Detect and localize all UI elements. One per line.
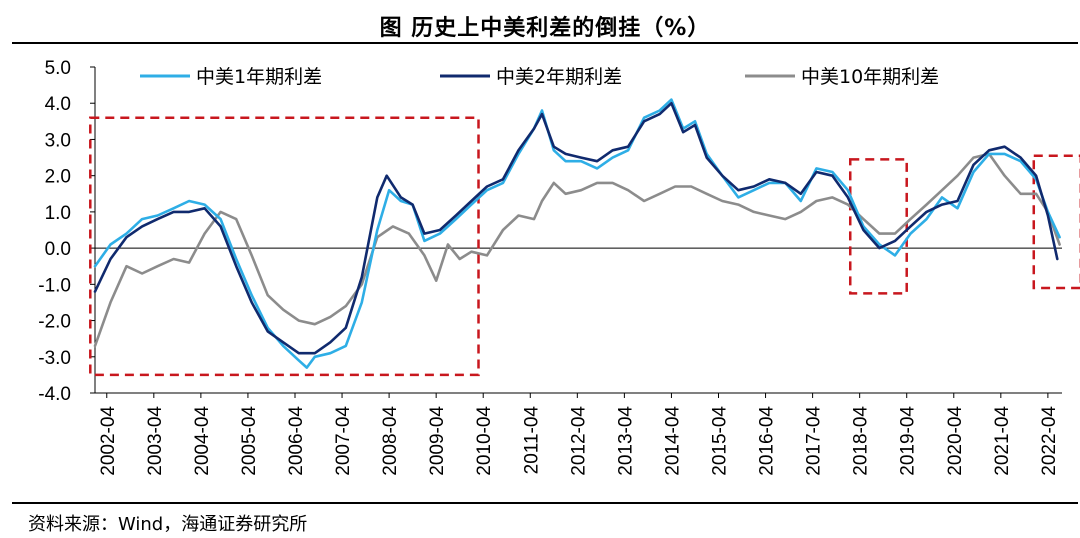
y-tick-label: 0.0 [45, 239, 71, 260]
x-tick-label: 2020-04 [945, 406, 966, 476]
x-tick-label: 2017-04 [804, 406, 825, 476]
legend-label: 中美10年期利差 [801, 66, 939, 88]
x-tick-label: 2010-04 [474, 406, 495, 476]
highlight-boxes [89, 116, 1080, 377]
chart-title-bar: 图 历史上中美利差的倒挂（%） [12, 0, 1078, 44]
x-tick-label: 2008-04 [380, 406, 401, 476]
x-tick-label: 2009-04 [427, 406, 448, 476]
x-tick-label: 2004-04 [192, 406, 213, 476]
x-tick-label: 2003-04 [145, 406, 166, 476]
chart-title: 图 历史上中美利差的倒挂（%） [379, 16, 711, 41]
x-tick-label: 2011-04 [521, 406, 542, 475]
x-tick-label: 2022-04 [1039, 406, 1060, 476]
y-tick-label: -3.0 [38, 348, 71, 369]
y-tick-label: 5.0 [45, 58, 71, 79]
legend-label: 中美1年期利差 [196, 66, 322, 88]
series-line-2 [93, 101, 1059, 355]
x-tick-label: 2016-04 [757, 406, 778, 476]
highlight-dashed-box [1032, 154, 1080, 290]
x-tick-label: 2005-04 [239, 406, 260, 476]
x-tick-label: 2014-04 [662, 406, 683, 476]
y-tick-label: 1.0 [45, 203, 71, 224]
x-tick-label: 2019-04 [898, 406, 919, 476]
y-tick-label: -4.0 [38, 384, 71, 405]
chart-axes: 5.0 4.0 3.0 2.0 1.0 0.0 -1.0 -2.0 -3.0 -4.0 2002-0… [38, 58, 1062, 476]
highlight-dashed-box [89, 116, 480, 377]
x-tick-label: 2013-04 [615, 406, 636, 476]
y-tick-label: -1.0 [38, 275, 71, 296]
highlight-dashed-box [848, 158, 908, 295]
y-tick-label: 4.0 [45, 94, 71, 115]
series-line-1 [93, 98, 1061, 369]
x-tick-label: 2021-04 [992, 406, 1013, 476]
chart-legend: 中美1年期利差 中美2年期利差 中美10年期利差 [140, 66, 939, 88]
y-tick-label: 2.0 [45, 167, 71, 188]
x-tick-label: 2002-04 [98, 406, 119, 476]
y-tick-label: -2.0 [38, 312, 71, 333]
x-tick-label: 2007-04 [333, 406, 354, 476]
x-tick-label: 2018-04 [851, 406, 872, 476]
x-tick-label: 2012-04 [568, 406, 589, 476]
series-lines [93, 98, 1061, 369]
source-bar: 资料来源：Wind，海通证券研究所 [12, 502, 1078, 538]
y-tick-label: 3.0 [45, 130, 71, 151]
x-tick-label: 2006-04 [286, 406, 307, 476]
source-note: 资料来源：Wind，海通证券研究所 [28, 514, 308, 535]
series-line-3 [93, 152, 1061, 348]
legend-label: 中美2年期利差 [496, 66, 622, 88]
x-tick-label: 2015-04 [709, 406, 730, 476]
